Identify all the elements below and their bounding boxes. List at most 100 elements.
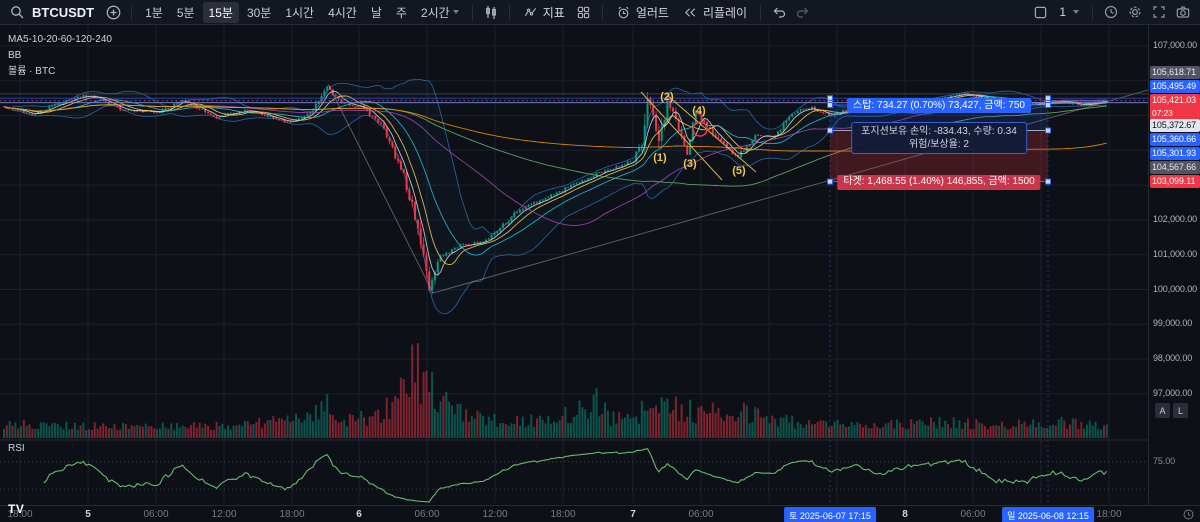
search-icon[interactable] [6,1,28,23]
toolbar-divider [471,4,473,20]
undo-icon[interactable] [768,1,790,23]
layout-icon[interactable] [1029,1,1051,23]
stop-loss-text: 스탑: 734.27 (0.70%) 73,427, 금액: 750 [853,99,1025,111]
alert-clock-icon [616,1,632,23]
toolbar-divider [131,4,133,20]
position-handle[interactable] [827,127,833,134]
time-axis-label: 12:00 [211,509,237,520]
rsi-axis-label: 75.00 [1153,455,1176,466]
symbol-name[interactable]: BTCUSDT [32,4,95,20]
toolbar-divider [760,4,762,20]
time-axis-label: 18:00 [279,509,305,520]
chevron-down-icon [452,10,459,14]
line-price-tag: 105,372.67 [1150,119,1200,133]
redo-icon[interactable] [792,1,814,23]
timeframe-button-4시간[interactable]: 4시간 [328,5,357,20]
position-handle[interactable] [1045,102,1051,108]
line-price-tag: 105,618.71 [1150,66,1200,80]
indicators-icon [523,1,539,23]
time-axis-label: 18:00 [550,509,576,520]
position-handle[interactable] [827,102,833,108]
auto-scale-button[interactable]: A [1155,403,1170,418]
time-axis-label: 8 [902,509,908,520]
fullscreen-icon[interactable] [1148,1,1170,23]
indicators-label: 지표 [542,5,565,20]
price-axis-label: 101,000.00 [1153,248,1198,259]
price-axis-label: 107,000.00 [1153,39,1198,50]
price-axis[interactable]: 107,000.00 102,000.00 101,000.00 100,000.00… [1148,25,1200,505]
volume-series [3,343,1108,438]
take-profit-label[interactable]: 타겟: 1,468.55 (1.40%) 146,855, 금액: 1500 [837,174,1041,190]
timeframe-button-30분[interactable]: 30분 [246,5,272,20]
last-price-tag: 105,421.03 07:23 [1150,94,1200,121]
top-toolbar: BTCUSDT 1분 5분 15분 30분 1시간 4시간 날 주 2시간 지표 얼러트 [0,0,1200,25]
timeframe-button-날[interactable]: 날 [370,5,382,20]
timeframe-button-2시간[interactable]: 2시간 [415,2,465,23]
layout-select-button[interactable]: 1 [1053,3,1085,21]
indicators-button[interactable]: 지표 [517,0,571,25]
alert-button[interactable]: 얼러트 [610,0,675,25]
target-price-tag: 103,099.11 [1150,175,1200,189]
time-range-badge: 토 2025-06-07 17:15 [784,507,876,522]
time-axis-label: 06:00 [143,509,169,520]
time-axis-label: 06:00 [414,509,440,520]
chevron-down-icon [1073,10,1079,14]
time-axis[interactable]: 18:00 5 06:00 12:00 18:00 6 06:00 12:00 18:00 7 06… [0,505,1200,522]
time-axis-label: 06:00 [960,509,986,520]
candle-style-icon[interactable] [480,1,502,23]
time-range-badge: 일 2025-06-08 12:15 [1002,507,1094,522]
bb-indicator-label[interactable]: BB [8,50,22,61]
position-handle[interactable] [827,178,833,185]
timeframe-button-5분[interactable]: 5분 [176,5,195,20]
timeframe-button-1시간[interactable]: 1시간 [285,5,315,20]
take-profit-text: 타겟: 1,468.55 (1.40%) 146,855, 금액: 1500 [843,176,1035,188]
alert-price-tag: 105,495.49 [1150,80,1200,94]
replay-label: 리플레이 [702,5,748,20]
timeframe-button-주[interactable]: 주 [395,5,407,20]
price-chart-canvas[interactable] [0,0,1148,505]
toolbar-divider [508,4,510,20]
price-axis-label: 98,000.00 [1153,353,1193,364]
time-axis-settings-icon[interactable] [1182,508,1195,522]
log-scale-button[interactable]: L [1173,403,1188,418]
indicator-templates-icon[interactable] [573,1,595,23]
wave-trendline[interactable] [667,95,757,173]
trendline-2[interactable] [432,89,1148,294]
replay-button[interactable]: 리플레이 [677,0,753,25]
price-axis-label: 102,000.00 [1153,213,1198,224]
wave-trendline[interactable] [640,91,723,181]
camera-snapshot-icon[interactable] [1172,1,1194,23]
timeframe-group: 1분 5분 15분 30분 1시간 4시간 날 주 2시간 [139,1,465,23]
volume-indicator-label[interactable]: 볼륨 · BTC [8,66,56,77]
position-handle[interactable] [1045,178,1051,185]
price-axis-label: 97,000.00 [1153,387,1193,398]
settings-gear-icon[interactable] [1124,1,1146,23]
timeframe-button-15분[interactable]: 15분 [202,1,239,23]
compare-add-icon[interactable] [102,1,124,23]
time-axis-label: 12:00 [482,509,508,520]
price-axis-label: 99,000.00 [1153,318,1193,329]
layout-count: 1 [1059,5,1066,19]
position-pnl-text: 포지션보유 손익: -834.43, 수량: 0.34 [861,125,1017,137]
alert-price-tag: 105,360.66 [1150,133,1200,147]
tradingview-logo[interactable]: TV [8,502,25,516]
time-axis-label: 06:00 [688,509,714,520]
position-tooltip: 포지션보유 손익: -834.43, 수량: 0.34 위험/보상율: 2 [851,121,1027,154]
entry-price-tag: 104,567.66 [1150,161,1200,175]
rsi-line [43,448,1108,503]
rsi-indicator-label[interactable]: RSI [8,443,25,454]
stop-loss-label[interactable]: 스탑: 734.27 (0.70%) 73,427, 금액: 750 [847,98,1031,113]
time-axis-label: 18:00 [1096,509,1122,520]
position-handle[interactable] [1045,127,1051,134]
toolbar-divider [1092,4,1093,20]
toolbar-divider [601,4,603,20]
chart-grid [0,25,1148,503]
risk-reward-text: 위험/보상율: 2 [909,138,969,150]
trendline-1[interactable] [327,83,434,294]
timeframe-button-1분[interactable]: 1분 [145,5,163,20]
bb-fill [12,79,1107,314]
market-clock-icon[interactable] [1100,1,1122,23]
ma-indicator-label[interactable]: MA5-10-20-60-120-240 [8,34,112,45]
circle-annotation[interactable] [692,121,708,137]
time-axis-label: 18:00 [7,509,33,520]
